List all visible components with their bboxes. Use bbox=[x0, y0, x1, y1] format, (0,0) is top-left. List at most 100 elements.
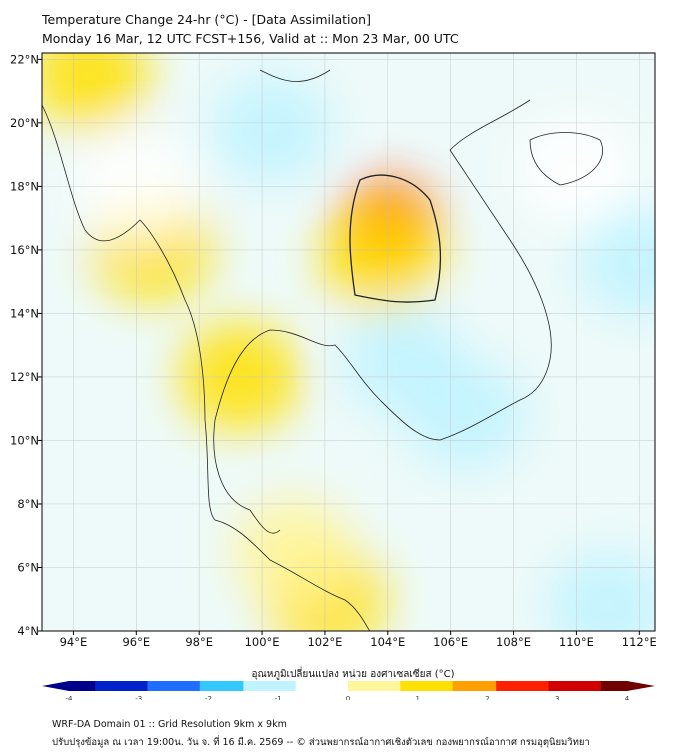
lon-tick-label: 104°E bbox=[370, 635, 405, 649]
anomaly-blob bbox=[578, 207, 655, 318]
colorbar-max-extend bbox=[627, 681, 655, 691]
anomaly-blob bbox=[321, 201, 443, 312]
lat-tick-label: 14°N bbox=[10, 306, 39, 320]
colorbar-segment bbox=[295, 681, 305, 691]
colorbar-segment bbox=[565, 681, 576, 691]
colorbar-segment bbox=[461, 681, 471, 691]
lat-tick-label: 6°N bbox=[17, 560, 39, 574]
colorbar-segment bbox=[531, 681, 541, 691]
colorbar-segment bbox=[321, 681, 332, 691]
lat-tick-label: 8°N bbox=[17, 497, 39, 511]
colorbar-segment bbox=[557, 681, 567, 691]
colorbar-segment bbox=[304, 681, 314, 691]
colorbar-label: อุณหภูมิเปลี่ยนแปลง หน่วย องศาเซลเซียส (… bbox=[251, 669, 455, 680]
colorbar-segment bbox=[592, 681, 602, 691]
colorbar-segment bbox=[348, 681, 358, 691]
colorbar-segment bbox=[234, 681, 244, 691]
lat-tick-label: 20°N bbox=[10, 116, 39, 130]
colorbar-segment bbox=[417, 681, 427, 691]
colorbar-segment bbox=[199, 681, 209, 691]
footer-update-info: ปรับปรุงข้อมูล ณ เวลา 19:00น. วัน จ. ที่… bbox=[52, 737, 590, 748]
colorbar-segment bbox=[313, 681, 323, 691]
colorbar-segment bbox=[356, 681, 366, 691]
lon-tick-label: 94°E bbox=[60, 635, 88, 649]
colorbar-segment bbox=[435, 681, 445, 691]
lon-tick-label: 96°E bbox=[122, 635, 150, 649]
lon-tick-label: 110°E bbox=[559, 635, 594, 649]
colorbar-segment bbox=[443, 681, 454, 691]
colorbar-segment bbox=[487, 681, 497, 691]
colorbar-segment bbox=[548, 681, 558, 691]
anomaly-blob bbox=[210, 74, 332, 185]
colorbar-segment bbox=[103, 681, 114, 691]
anomaly-blob bbox=[547, 550, 655, 631]
colorbar-segment bbox=[382, 681, 393, 691]
colorbar-segment bbox=[243, 681, 253, 691]
lon-tick-label: 108°E bbox=[496, 635, 531, 649]
colorbar-segment bbox=[86, 681, 96, 691]
map-frame bbox=[41, 52, 656, 632]
colorbar-segment bbox=[252, 681, 262, 691]
colorbar-segment bbox=[504, 681, 515, 691]
lat-tick-label: 10°N bbox=[10, 433, 39, 447]
colorbar: -4 -3 -2 -1 0 1 2 3 4 bbox=[42, 681, 655, 700]
colorbar-segment bbox=[470, 681, 480, 691]
colorbar-segment bbox=[513, 681, 523, 691]
colorbar-segment bbox=[77, 681, 87, 691]
lon-tick-label: 100°E bbox=[245, 635, 280, 649]
lon-tick-label: 112°E bbox=[622, 635, 657, 649]
colorbar-segment bbox=[269, 681, 279, 691]
lon-tick-label: 102°E bbox=[307, 635, 342, 649]
colorbar-segment bbox=[583, 681, 593, 691]
colorbar-segment bbox=[618, 681, 628, 691]
colorbar-segment bbox=[600, 681, 611, 691]
anomaly-blob bbox=[42, 53, 150, 131]
colorbar-tick-label: 3 bbox=[555, 695, 559, 700]
lon-tick-label: 106°E bbox=[433, 635, 468, 649]
colorbar-segment bbox=[112, 681, 122, 691]
colorbar-tick-label: -4 bbox=[66, 695, 74, 700]
colorbar-segment bbox=[365, 681, 375, 691]
colorbar-segment bbox=[182, 681, 192, 691]
colorbar-segment bbox=[574, 681, 584, 691]
map-title: Temperature Change 24-hr (°C) - [Data As… bbox=[42, 12, 371, 27]
colorbar-tick-label: -3 bbox=[135, 695, 142, 700]
colorbar-tick-label: -1 bbox=[275, 695, 282, 700]
colorbar-segment bbox=[330, 681, 340, 691]
colorbar-segment bbox=[400, 681, 410, 691]
colorbar-segment bbox=[138, 681, 148, 691]
colorbar-segment bbox=[208, 681, 218, 691]
colorbar-segment bbox=[286, 681, 297, 691]
lat-tick-label: 22°N bbox=[10, 52, 39, 66]
colorbar-segment bbox=[539, 681, 550, 691]
colorbar-tick-label: -2 bbox=[205, 695, 212, 700]
colorbar-segment bbox=[260, 681, 271, 691]
colorbar-segment bbox=[496, 681, 506, 691]
anomaly-blob bbox=[232, 496, 354, 607]
colorbar-segment bbox=[609, 681, 619, 691]
coastlines bbox=[42, 69, 603, 631]
colorbar-segment bbox=[225, 681, 236, 691]
colorbar-segment bbox=[191, 681, 201, 691]
colorbar-segment bbox=[426, 681, 436, 691]
colorbar-segment bbox=[339, 681, 349, 691]
colorbar-segment bbox=[121, 681, 131, 691]
lat-tick-label: 18°N bbox=[10, 179, 39, 193]
colorbar-segment bbox=[147, 681, 157, 691]
temperature-map: 94°E 96°E 98°E 100°E 102°E 104°E 106°E 108°E 110… bbox=[10, 52, 657, 700]
lat-tick-label: 16°N bbox=[10, 243, 39, 257]
colorbar-tick-label: 4 bbox=[625, 695, 630, 700]
colorbar-segment bbox=[156, 681, 166, 691]
anomaly-blob bbox=[405, 360, 527, 471]
colorbar-segment bbox=[278, 681, 288, 691]
colorbar-segment bbox=[95, 681, 105, 691]
colorbar-segment bbox=[69, 681, 79, 691]
colorbar-tick-label: 2 bbox=[485, 695, 489, 700]
lat-tick-label: 4°N bbox=[17, 624, 39, 638]
colorbar-min-extend bbox=[42, 681, 69, 691]
colorbar-segment bbox=[173, 681, 183, 691]
colorbar-segment bbox=[522, 681, 532, 691]
colorbar-segment bbox=[391, 681, 401, 691]
colorbar-segment bbox=[409, 681, 419, 691]
colorbar-segment bbox=[130, 681, 140, 691]
